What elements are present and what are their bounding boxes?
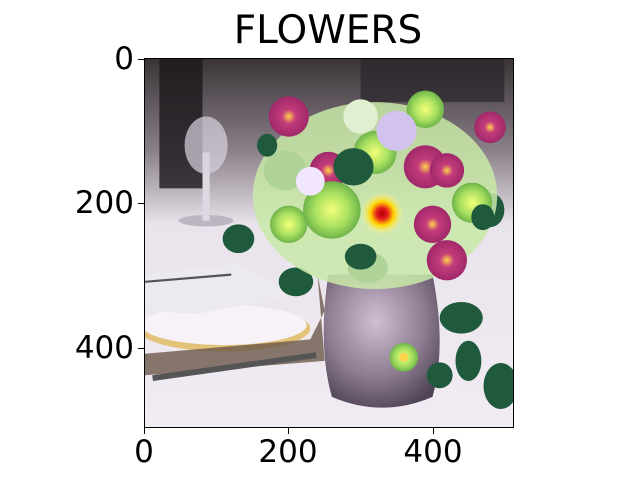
x-tick (144, 428, 145, 434)
flower-photo (145, 59, 513, 427)
x-tick (433, 428, 434, 434)
x-tick (288, 428, 289, 434)
x-tick-label: 200 (258, 434, 318, 470)
y-tick-label: 0 (114, 41, 134, 77)
image-axes (144, 58, 514, 428)
y-tick-label: 200 (74, 185, 134, 221)
y-tick-label: 400 (74, 330, 134, 366)
figure-title: FLOWERS (233, 8, 423, 53)
y-tick (138, 203, 144, 204)
y-tick (138, 59, 144, 60)
x-tick-label: 400 (403, 434, 463, 470)
x-tick-label: 0 (134, 434, 154, 470)
y-tick (138, 348, 144, 349)
